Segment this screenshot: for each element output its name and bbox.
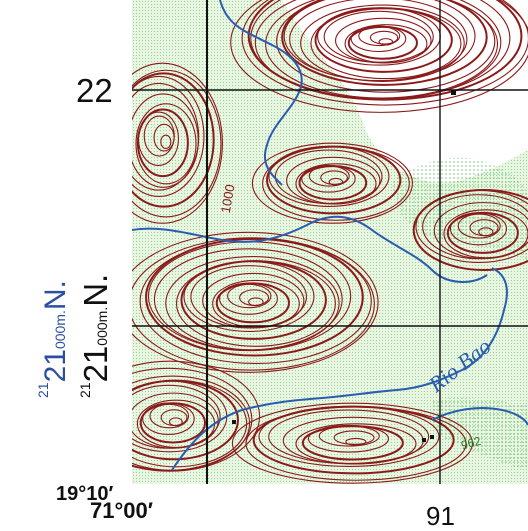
northing-coordinate-black: 2121000m.N. bbox=[78, 274, 112, 398]
blue-northing-main: 21 bbox=[39, 349, 72, 382]
northing-label-22: 22 bbox=[76, 74, 113, 107]
blue-northing-prefix: 21 bbox=[35, 382, 51, 398]
building-symbol-4 bbox=[232, 420, 236, 424]
northing-unit: 000m. bbox=[94, 307, 110, 346]
building-symbol-3 bbox=[422, 438, 426, 442]
longitude-corner-label: 71°00′ bbox=[90, 500, 153, 522]
topographic-map-sheet: Rio Bao 1000 962 22 2121000m.N. 2121000m… bbox=[0, 0, 528, 520]
map-frame: Rio Bao 1000 962 bbox=[132, 0, 528, 484]
map-canvas: Rio Bao 1000 962 bbox=[132, 0, 528, 484]
northing-suffix: N. bbox=[77, 274, 114, 307]
northing-main: 21 bbox=[77, 346, 114, 383]
northing-prefix: 21 bbox=[77, 382, 93, 398]
building-symbol-2 bbox=[430, 435, 434, 439]
building-symbol bbox=[451, 90, 456, 95]
blue-northing-unit: 000m. bbox=[52, 310, 68, 349]
blue-northing-suffix: N. bbox=[39, 280, 72, 310]
northing-coordinate-blue: 2121000m.N. bbox=[36, 280, 71, 398]
easting-label-91: 91 bbox=[426, 503, 455, 529]
